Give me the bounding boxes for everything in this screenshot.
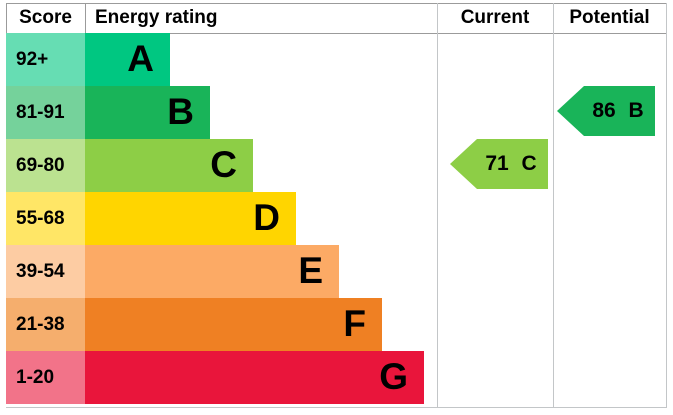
band-bar: F	[85, 298, 382, 351]
band-row: 69-80 C	[6, 139, 253, 192]
band-row: 81-91 B	[6, 86, 210, 139]
band-score-range: 39-54	[6, 245, 85, 298]
table-bottom-border	[6, 407, 667, 408]
potential-column-header: Potential	[569, 7, 650, 28]
potential-rating-label: 86 B	[592, 99, 644, 122]
score-column-header: Score	[19, 7, 72, 28]
band-row: 21-38 F	[6, 298, 382, 351]
band-letter: F	[343, 303, 366, 344]
band-letter: B	[167, 91, 194, 132]
band-letter: E	[298, 250, 323, 291]
band-bar: E	[85, 245, 339, 298]
band-bar: C	[85, 139, 253, 192]
potential-rating-arrow: 86 B	[557, 86, 655, 136]
band-row: 92+ A	[6, 33, 170, 86]
band-row: 39-54 E	[6, 245, 339, 298]
header-bottom-border	[6, 33, 666, 34]
band-row: 55-68 D	[6, 192, 296, 245]
current-column-header: Current	[460, 7, 530, 28]
band-letter: G	[379, 356, 408, 397]
band-bar: D	[85, 192, 296, 245]
band-letter: C	[210, 144, 237, 185]
band-score-range: 55-68	[6, 192, 85, 245]
band-bar: A	[85, 33, 170, 86]
energy-rating-column-header: Energy rating	[95, 7, 218, 28]
band-letter: D	[253, 197, 280, 238]
current-rating-arrow: 71 C	[450, 139, 548, 189]
band-score-range: 69-80	[6, 139, 85, 192]
band-row: 1-20 G	[6, 351, 424, 404]
table-right-border	[666, 3, 667, 407]
table-top-border	[6, 3, 666, 4]
band-score-range: 92+	[6, 33, 85, 86]
potential-column-left-border	[553, 3, 554, 407]
band-score-range: 21-38	[6, 298, 85, 351]
current-rating-label: 71 C	[485, 152, 537, 175]
table-left-border	[6, 3, 7, 33]
band-score-range: 81-91	[6, 86, 85, 139]
current-column-left-border	[437, 3, 438, 407]
band-bar: B	[85, 86, 210, 139]
band-score-range: 1-20	[6, 351, 85, 404]
band-letter: A	[127, 38, 154, 79]
score-column-divider	[85, 3, 86, 33]
band-bar: G	[85, 351, 424, 404]
